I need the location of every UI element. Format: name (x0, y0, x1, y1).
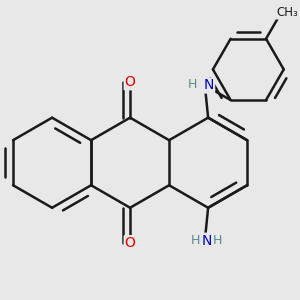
Text: O: O (125, 75, 136, 89)
Text: N: N (204, 79, 214, 92)
Text: H: H (213, 234, 223, 247)
Text: CH₃: CH₃ (276, 6, 298, 19)
Text: N: N (201, 234, 212, 248)
Text: H: H (188, 78, 197, 91)
Text: O: O (125, 236, 136, 250)
Text: H: H (190, 234, 200, 247)
